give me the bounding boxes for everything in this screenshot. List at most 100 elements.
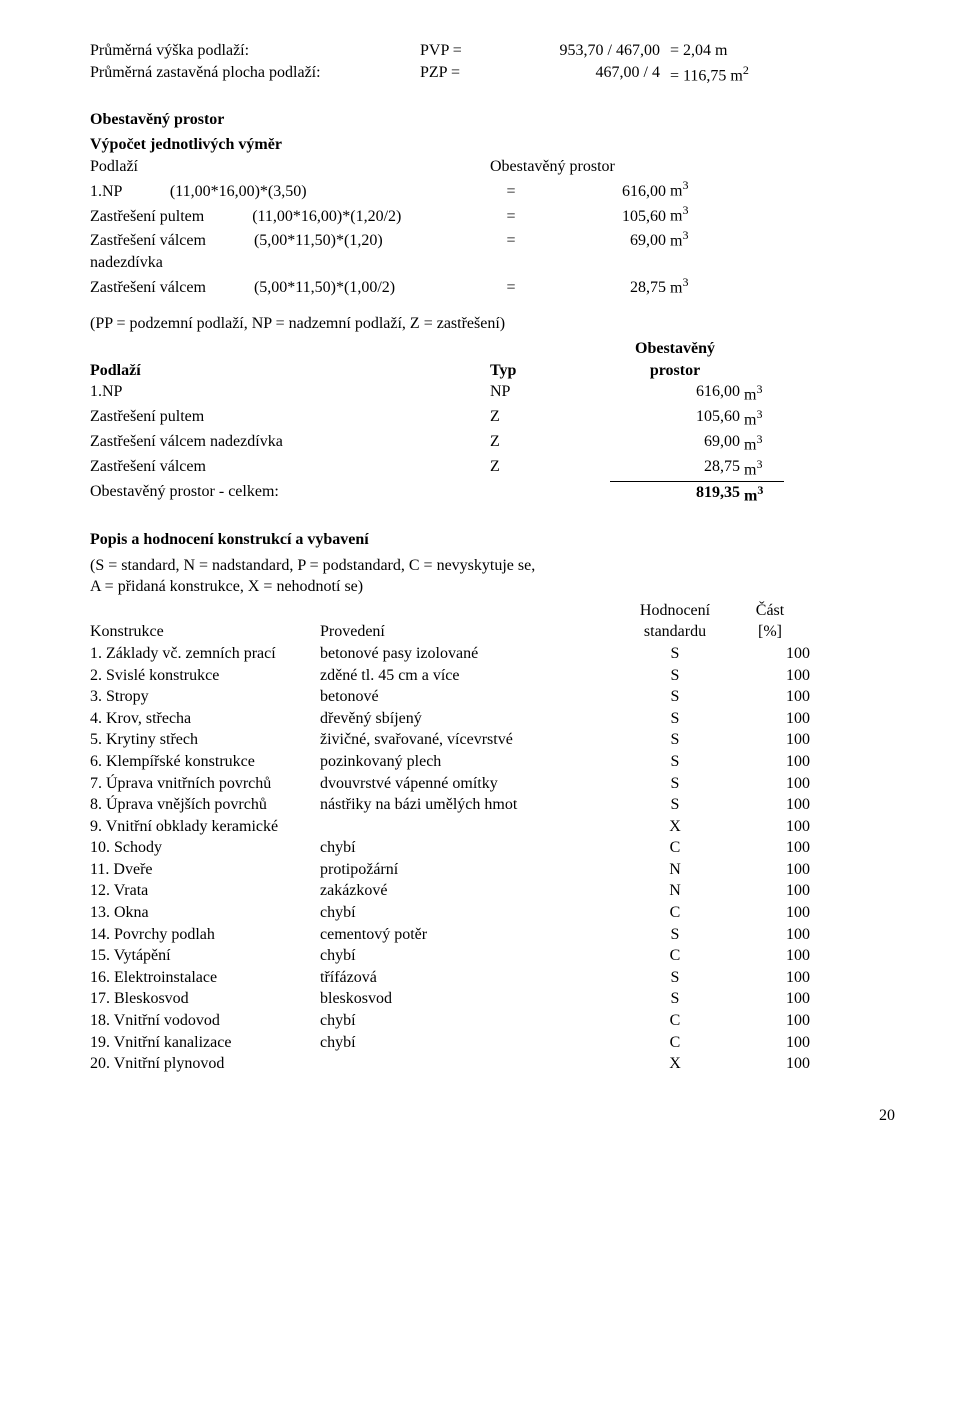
obest-val: 28,75 xyxy=(610,456,744,481)
calc-eq: = xyxy=(496,206,526,228)
konst-name: 8. Úprava vnějších povrchů xyxy=(90,794,320,816)
konst-cast: 100 xyxy=(730,816,824,838)
konst-prov: dřevěný sbíjený xyxy=(320,708,620,730)
konst-row: 12. VratazakázkovéN100 xyxy=(90,880,905,902)
konst-cast: 100 xyxy=(730,773,824,795)
konst-row: 16. ElektroinstalacetřífázováS100 xyxy=(90,967,905,989)
konst-head-cast: Část[%] xyxy=(730,600,810,643)
konst-prov: chybí xyxy=(320,837,620,859)
obest-val: 69,00 xyxy=(610,431,744,456)
konst-hod: S xyxy=(620,686,730,708)
konst-head-name: Konstrukce xyxy=(90,621,320,643)
calc-val: 69,00 xyxy=(526,230,670,252)
section-obestaveny: Obestavěný prostor xyxy=(90,109,905,131)
param-row: Průměrná zastavěná plocha podlaží:PZP =4… xyxy=(90,62,905,87)
konst-hod: C xyxy=(620,902,730,924)
obest-typ: Z xyxy=(490,431,610,456)
konst-name: 4. Krov, střecha xyxy=(90,708,320,730)
obest-val: 616,00 xyxy=(610,381,744,406)
konst-row: 14. Povrchy podlahcementový potěrS100 xyxy=(90,924,905,946)
konst-cast: 100 xyxy=(730,945,824,967)
obest-row: 1.NPNP616,00m3 xyxy=(90,381,905,406)
konst-name: 6. Klempířské konstrukce xyxy=(90,751,320,773)
konst-name: 11. Dveře xyxy=(90,859,320,881)
param-symbol: PZP = xyxy=(420,62,500,87)
konst-name: 12. Vrata xyxy=(90,880,320,902)
calc-unit: m3 xyxy=(670,274,710,299)
konst-row: 7. Úprava vnitřních povrchůdvouvrstvé vá… xyxy=(90,773,905,795)
konst-name: 16. Elektroinstalace xyxy=(90,967,320,989)
konst-hod: S xyxy=(620,729,730,751)
calc-name: Zastřešení válcem (5,00*11,50)*(1,00/2) xyxy=(90,277,496,299)
konst-prov: chybí xyxy=(320,1010,620,1032)
konst-prov: chybí xyxy=(320,1032,620,1054)
konst-table-header: Konstrukce Provedení Hodnocenístandardu … xyxy=(90,600,905,643)
konst-hod: S xyxy=(620,665,730,687)
konst-cast: 100 xyxy=(730,1053,824,1075)
konst-name: 13. Okna xyxy=(90,902,320,924)
popis-legend-2: A = přidaná konstrukce, X = nehodnotí se… xyxy=(90,576,905,598)
konst-cast: 100 xyxy=(730,708,824,730)
param-symbol: PVP = xyxy=(420,40,500,62)
subsection-vypocet: Výpočet jednotlivých výměr xyxy=(90,134,905,156)
konst-prov: betonové xyxy=(320,686,620,708)
calc-name: Zastřešení válcem (5,00*11,50)*(1,20)nad… xyxy=(90,230,496,273)
obest-unit: m3 xyxy=(744,431,784,456)
section-popis: Popis a hodnocení konstrukcí a vybavení xyxy=(90,529,905,551)
page-number: 20 xyxy=(90,1105,905,1127)
obest-total-val: 819,35 xyxy=(610,481,744,507)
obest-row: Zastřešení válcemZ28,75m3 xyxy=(90,456,905,481)
konst-row: 10. SchodychybíC100 xyxy=(90,837,905,859)
legend-pp-np-z: (PP = podzemní podlaží, NP = nadzemní po… xyxy=(90,313,905,335)
konst-prov: chybí xyxy=(320,902,620,924)
obest-row: Zastřešení pultemZ105,60m3 xyxy=(90,406,905,431)
konst-hod: S xyxy=(620,751,730,773)
konst-name: 5. Krytiny střech xyxy=(90,729,320,751)
konst-cast: 100 xyxy=(730,924,824,946)
calc-name: 1.NP (11,00*16,00)*(3,50) xyxy=(90,181,496,203)
calc-eq: = xyxy=(496,181,526,203)
konst-prov: pozinkovaný plech xyxy=(320,751,620,773)
konst-name: 17. Bleskosvod xyxy=(90,988,320,1010)
konst-row: 2. Svislé konstrukcezděné tl. 45 cm a ví… xyxy=(90,665,905,687)
param-row: Průměrná výška podlaží:PVP =953,70 / 467… xyxy=(90,40,905,62)
konst-prov: bleskosvod xyxy=(320,988,620,1010)
konst-cast: 100 xyxy=(730,729,824,751)
obest-typ: Z xyxy=(490,456,610,481)
konst-prov: chybí xyxy=(320,945,620,967)
konst-name: 2. Svislé konstrukce xyxy=(90,665,320,687)
konst-name: 14. Povrchy podlah xyxy=(90,924,320,946)
param-result: = 116,75 m2 xyxy=(670,62,790,87)
konst-cast: 100 xyxy=(730,837,824,859)
obest-total-label: Obestavěný prostor - celkem: xyxy=(90,481,610,507)
konst-row: 9. Vnitřní obklady keramickéX100 xyxy=(90,816,905,838)
obest-val: 105,60 xyxy=(610,406,744,431)
calc-row: Zastřešení válcem (5,00*11,50)*(1,00/2)=… xyxy=(90,274,905,299)
konst-row: 5. Krytiny střechživičné, svařované, víc… xyxy=(90,729,905,751)
konst-prov: protipožární xyxy=(320,859,620,881)
konst-name: 20. Vnitřní plynovod xyxy=(90,1053,320,1075)
konst-name: 7. Úprava vnitřních povrchů xyxy=(90,773,320,795)
konst-hod: N xyxy=(620,880,730,902)
konst-cast: 100 xyxy=(730,967,824,989)
konst-name: 19. Vnitřní kanalizace xyxy=(90,1032,320,1054)
konst-head-prov: Provedení xyxy=(320,621,620,643)
obest-head-name: Podlaží xyxy=(90,360,490,382)
konst-cast: 100 xyxy=(730,665,824,687)
konst-row: 15. VytápěníchybíC100 xyxy=(90,945,905,967)
obest-typ: NP xyxy=(490,381,610,406)
popis-legend-1: (S = standard, N = nadstandard, P = pods… xyxy=(90,555,905,577)
konst-row: 20. Vnitřní plynovod X100 xyxy=(90,1053,905,1075)
konst-prov: dvouvrstvé vápenné omítky xyxy=(320,773,620,795)
konst-prov: zakázkové xyxy=(320,880,620,902)
konst-cast: 100 xyxy=(730,988,824,1010)
obest-name: Zastřešení válcem xyxy=(90,456,490,481)
konst-name: 10. Schody xyxy=(90,837,320,859)
konst-hod: X xyxy=(620,1053,730,1075)
obest-name: Zastřešení válcem nadezdívka xyxy=(90,431,490,456)
konst-name: 18. Vnitřní vodovod xyxy=(90,1010,320,1032)
konst-cast: 100 xyxy=(730,643,824,665)
konst-hod: C xyxy=(620,945,730,967)
konst-hod: S xyxy=(620,988,730,1010)
konst-row: 11. DveřeprotipožárníN100 xyxy=(90,859,905,881)
